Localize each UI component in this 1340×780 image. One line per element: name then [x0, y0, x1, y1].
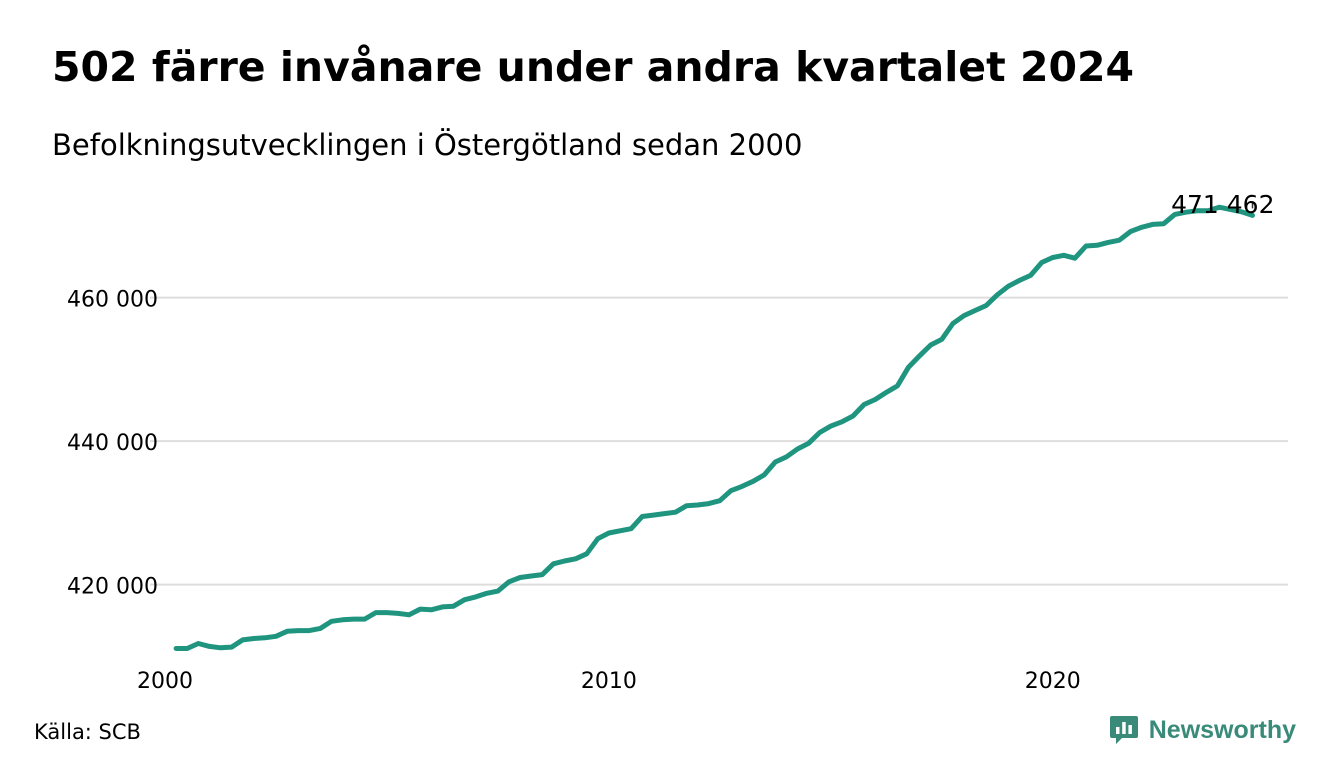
- x-tick-label: 2020: [1025, 669, 1081, 694]
- y-tick-label: 440 000: [67, 431, 158, 456]
- bar-chart-speech-bubble-icon: [1109, 716, 1138, 744]
- series-line: [173, 204, 1255, 651]
- chart-title: 502 färre invånare under andra kvartalet…: [52, 43, 1135, 91]
- x-tick-label: 2000: [137, 669, 193, 694]
- y-tick-label: 420 000: [67, 575, 158, 600]
- source-note: Källa: SCB: [34, 720, 141, 744]
- newsworthy-logo: Newsworthy: [1109, 714, 1296, 746]
- x-tick-label: 2010: [581, 669, 637, 694]
- chart-subtitle: Befolkningsutvecklingen i Östergötland s…: [52, 128, 803, 162]
- end-value-label: 471 462: [1171, 190, 1274, 219]
- brand-name: Newsworthy: [1148, 715, 1296, 744]
- y-tick-label: 460 000: [67, 288, 158, 313]
